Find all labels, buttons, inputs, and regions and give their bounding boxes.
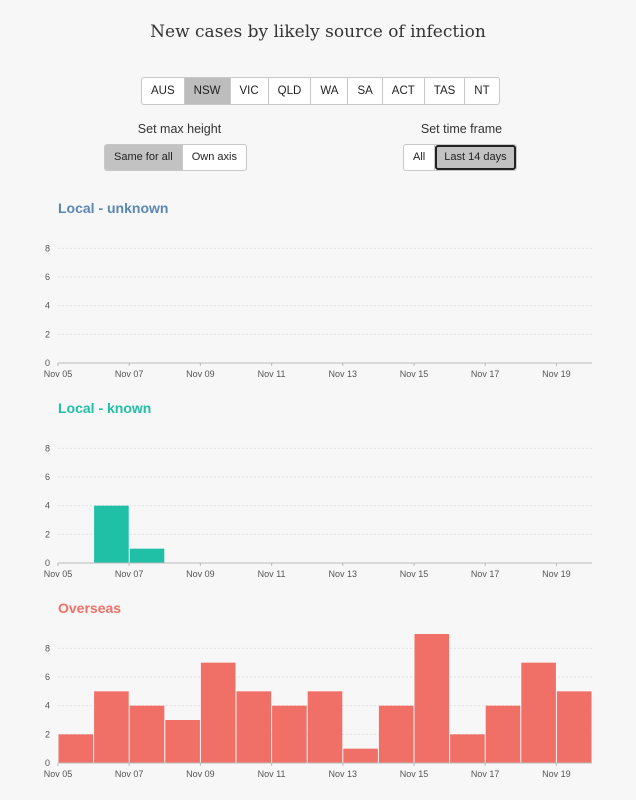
x-tick-label: Nov 11 (258, 369, 286, 379)
chart-title-local-known: Local - known (58, 400, 152, 416)
y-tick-label: 6 (45, 272, 50, 282)
x-tick-label: Nov 15 (400, 569, 429, 579)
bar[interactable] (129, 548, 165, 563)
state-button-wa[interactable]: WA (311, 78, 349, 104)
state-button-qld[interactable]: QLD (269, 78, 312, 104)
x-tick-label: Nov 19 (542, 569, 571, 579)
bar[interactable] (450, 734, 485, 763)
y-tick-label: 8 (45, 443, 50, 453)
bar[interactable] (58, 734, 94, 763)
y-tick-label: 0 (45, 358, 50, 368)
x-tick-label: Nov 05 (44, 769, 73, 779)
y-tick-label: 8 (45, 243, 50, 253)
x-tick-label: Nov 17 (471, 369, 500, 379)
x-tick-label: Nov 09 (186, 569, 215, 579)
same-for-all-button[interactable]: Same for all (105, 145, 183, 170)
x-tick-label: Nov 17 (471, 569, 500, 579)
chart-local-unknown: 0 2 4 6 8 Nov 05 Nov 07 Nov 09 Nov 11 Nov 13 Nov 1… (44, 243, 592, 379)
y-tick-label: 4 (45, 701, 50, 711)
state-button-tas[interactable]: TAS (425, 78, 466, 104)
own-axis-button[interactable]: Own axis (191, 151, 237, 163)
x-tick-label: Nov 05 (44, 369, 73, 379)
y-tick-label: 4 (45, 301, 50, 311)
bar[interactable] (521, 662, 556, 763)
x-tick-label: Nov 07 (115, 569, 144, 579)
all-button[interactable]: All (404, 145, 436, 170)
page-title: New cases by likely source of infection (150, 22, 486, 42)
bar[interactable] (129, 705, 165, 763)
x-tick-label: Nov 07 (115, 769, 144, 779)
max-height-toggle: Same for all Own axis (104, 144, 247, 171)
x-tick-label: Nov 05 (44, 569, 73, 579)
bar[interactable] (94, 691, 129, 763)
y-tick-label: 0 (45, 558, 50, 568)
y-tick-label: 2 (45, 529, 50, 539)
x-tick-label: Nov 13 (329, 369, 358, 379)
bar[interactable] (556, 691, 592, 763)
time-frame-toggle: All Last 14 days (403, 144, 517, 171)
x-tick-label: Nov 15 (400, 769, 429, 779)
max-height-label: Set max height (137, 122, 222, 136)
time-frame-label: Set time frame (420, 122, 503, 136)
x-tick-label: Nov 11 (258, 569, 286, 579)
x-tick-label: Nov 19 (542, 769, 571, 779)
last-14-days-button[interactable]: Last 14 days (435, 145, 516, 170)
state-button-aus[interactable]: AUS (142, 78, 185, 104)
x-tick-label: Nov 09 (186, 769, 215, 779)
state-button-nt[interactable]: NT (474, 85, 490, 97)
y-tick-label: 2 (45, 329, 50, 339)
chart-overseas: 0 2 4 6 8 Nov 05 Nov 07 Nov 09 Nov 11 Nov 13 Nov 1… (44, 634, 592, 779)
bar[interactable] (165, 720, 200, 763)
y-tick-label: 4 (45, 501, 50, 511)
state-button-act[interactable]: ACT (383, 78, 425, 104)
y-tick-label: 6 (45, 672, 50, 682)
chart-title-overseas: Overseas (58, 600, 122, 616)
x-tick-label: Nov 15 (400, 369, 429, 379)
bar[interactable] (378, 705, 414, 763)
bar[interactable] (236, 691, 272, 763)
bar[interactable] (200, 662, 236, 763)
bar[interactable] (272, 705, 307, 763)
x-tick-label: Nov 09 (186, 369, 215, 379)
x-tick-label: Nov 13 (329, 569, 358, 579)
bar[interactable] (343, 748, 378, 763)
x-tick-label: Nov 13 (329, 769, 358, 779)
y-tick-label: 0 (45, 758, 50, 768)
y-tick-label: 8 (45, 643, 50, 653)
bar[interactable] (307, 691, 343, 763)
x-tick-label: Nov 07 (115, 369, 144, 379)
chart-title-local-unknown: Local - unknown (58, 200, 169, 216)
y-tick-label: 2 (45, 729, 50, 739)
x-tick-label: Nov 17 (471, 769, 500, 779)
state-button-nsw[interactable]: NSW (184, 78, 231, 104)
bar[interactable] (414, 634, 450, 763)
state-selector: AUS NSW VIC QLD WA SA ACT TAS NT (141, 77, 500, 105)
state-button-sa[interactable]: SA (348, 78, 383, 104)
chart-local-known: 0 2 4 6 8 Nov 05 Nov 07 Nov 09 Nov 11 Nov 13 Nov 1… (44, 443, 592, 579)
bar[interactable] (485, 705, 521, 763)
state-button-vic[interactable]: VIC (231, 78, 269, 104)
x-tick-label: Nov 19 (542, 369, 571, 379)
x-tick-label: Nov 11 (258, 769, 286, 779)
bar[interactable] (94, 505, 129, 563)
y-tick-label: 6 (45, 472, 50, 482)
